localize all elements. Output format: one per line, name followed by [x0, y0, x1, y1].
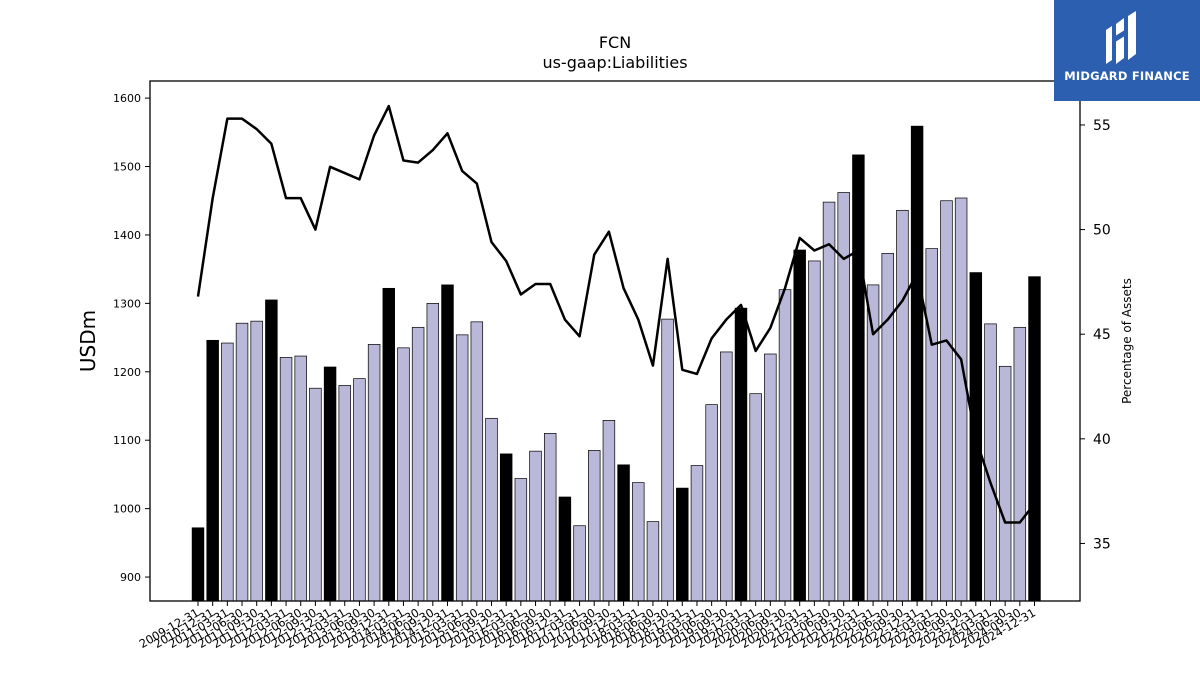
bar	[294, 355, 307, 602]
bar	[455, 334, 469, 602]
bar	[793, 249, 806, 602]
bar	[617, 464, 630, 602]
bar	[646, 521, 660, 602]
bar	[265, 299, 278, 602]
ratio-line	[196, 104, 1036, 524]
bar	[940, 200, 953, 602]
bar	[954, 197, 968, 602]
chart-subtitle: us-gaap:Liabilities	[542, 53, 687, 72]
bar	[984, 323, 997, 602]
y-axis-title: USDm	[76, 310, 100, 372]
y-tick-label: 1000	[113, 503, 141, 516]
bar	[485, 417, 498, 602]
logo-text: MIDGARD FINANCE	[1064, 69, 1190, 83]
bar	[720, 351, 733, 602]
plot-frame	[149, 80, 1081, 602]
bar	[661, 318, 674, 602]
y-axis-left: 900 1000 1100 1200 1300 1400 1500 1600	[113, 92, 150, 584]
bar	[235, 322, 249, 602]
x-axis: 2009-12-312010-12-312011-03-312011-06-30…	[137, 601, 1038, 651]
bar	[1028, 276, 1041, 602]
y-tick-label: 1300	[113, 297, 141, 310]
bar	[896, 209, 909, 602]
bar	[676, 487, 689, 602]
bar	[852, 154, 865, 602]
bar	[191, 527, 205, 602]
y-tick-label: 1100	[113, 434, 141, 447]
bar	[558, 496, 572, 602]
bar	[206, 339, 219, 602]
y-tick-label: 1200	[113, 366, 141, 379]
y2-tick-label: 50	[1093, 223, 1111, 239]
bar	[514, 478, 528, 602]
bar	[309, 387, 322, 602]
bar	[881, 253, 894, 602]
bar	[705, 404, 718, 602]
bar	[808, 260, 821, 602]
bar	[499, 453, 513, 602]
y-axis-right: 35 40 45 50 55	[1080, 118, 1111, 552]
y2-tick-label: 55	[1093, 118, 1111, 134]
bar	[426, 303, 440, 602]
y2-axis-title: Percentage of Assets	[1120, 278, 1134, 404]
bar	[602, 420, 616, 602]
bar	[1013, 326, 1027, 602]
bar	[573, 525, 586, 602]
chart-title: FCN	[599, 33, 631, 52]
bar	[734, 307, 748, 602]
y-tick-label: 1500	[113, 161, 141, 174]
bar	[397, 347, 410, 602]
bar	[764, 353, 777, 602]
bar	[382, 287, 396, 602]
bar	[822, 201, 836, 602]
bar	[250, 320, 263, 602]
bar	[221, 342, 234, 602]
bar	[441, 284, 454, 602]
y-tick-label: 1600	[113, 92, 141, 105]
bar	[323, 366, 337, 602]
bar	[338, 385, 351, 602]
y-tick-label: 900	[120, 571, 141, 584]
y-tick-label: 1400	[113, 229, 141, 242]
y2-tick-label: 40	[1093, 432, 1111, 448]
bar	[998, 365, 1012, 602]
bar	[367, 344, 381, 602]
bar	[529, 450, 542, 602]
midgard-finance-logo: MIDGARD FINANCE	[1054, 0, 1200, 101]
bars-layer	[191, 125, 1041, 602]
bar	[470, 321, 484, 602]
bar	[778, 289, 792, 602]
bar	[411, 326, 425, 602]
bar	[353, 378, 366, 602]
midgard-logo-icon	[1106, 11, 1136, 64]
bar	[910, 125, 924, 602]
y2-tick-label: 45	[1093, 327, 1111, 343]
bar	[632, 482, 645, 602]
bar	[690, 465, 704, 602]
bar	[279, 357, 293, 602]
bar	[588, 450, 601, 602]
y2-tick-label: 35	[1093, 536, 1111, 552]
bar	[749, 393, 762, 602]
bar	[543, 433, 557, 602]
bar	[925, 248, 938, 602]
